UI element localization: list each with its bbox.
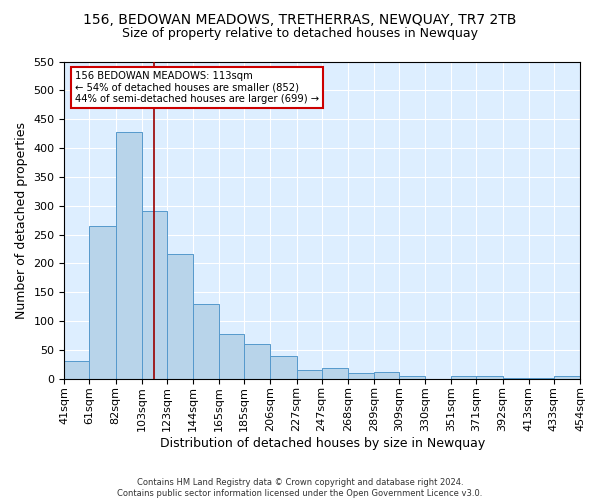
Bar [219,334,244,378]
Bar [244,344,271,378]
Bar [116,132,142,378]
Bar [322,368,348,378]
Bar [348,374,374,378]
Bar [271,356,296,378]
Text: Size of property relative to detached houses in Newquay: Size of property relative to detached ho… [122,28,478,40]
Y-axis label: Number of detached properties: Number of detached properties [15,122,28,318]
Text: 156 BEDOWAN MEADOWS: 113sqm
← 54% of detached houses are smaller (852)
44% of se: 156 BEDOWAN MEADOWS: 113sqm ← 54% of det… [75,71,319,104]
Bar [64,362,89,378]
X-axis label: Distribution of detached houses by size in Newquay: Distribution of detached houses by size … [160,437,485,450]
Bar [167,254,193,378]
Bar [554,376,580,378]
Bar [193,304,219,378]
Bar [476,376,503,378]
Bar [451,376,476,378]
Text: Contains HM Land Registry data © Crown copyright and database right 2024.
Contai: Contains HM Land Registry data © Crown c… [118,478,482,498]
Text: 156, BEDOWAN MEADOWS, TRETHERRAS, NEWQUAY, TR7 2TB: 156, BEDOWAN MEADOWS, TRETHERRAS, NEWQUA… [83,12,517,26]
Bar [89,226,116,378]
Bar [296,370,322,378]
Bar [399,376,425,378]
Bar [374,372,399,378]
Bar [142,211,167,378]
